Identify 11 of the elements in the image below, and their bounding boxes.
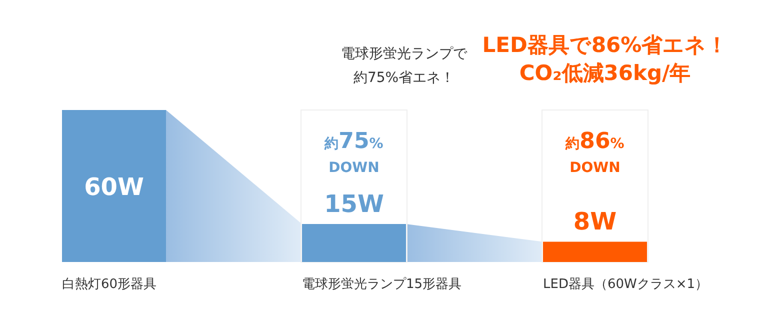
text: 約75%省エネ！ [353, 70, 455, 86]
data-label: 15W [324, 190, 384, 218]
chart-title: LED器具で86%省エネ！ CO₂低減36kg/年 [482, 33, 728, 85]
x-tick-label: LED器具（60Wクラス×1） [543, 277, 708, 292]
data-label: 8W [573, 208, 617, 236]
x-tick-label: 電球形蛍光ランプ15形器具 [302, 277, 462, 292]
data-label: 60W [84, 173, 144, 201]
text: 電球形蛍光ランプで [341, 46, 468, 62]
x-tick-label: 白熱灯60形器具 [62, 277, 157, 292]
annotation: 約75% DOWN [324, 129, 384, 176]
annotation: 約86% DOWN [564, 129, 624, 176]
